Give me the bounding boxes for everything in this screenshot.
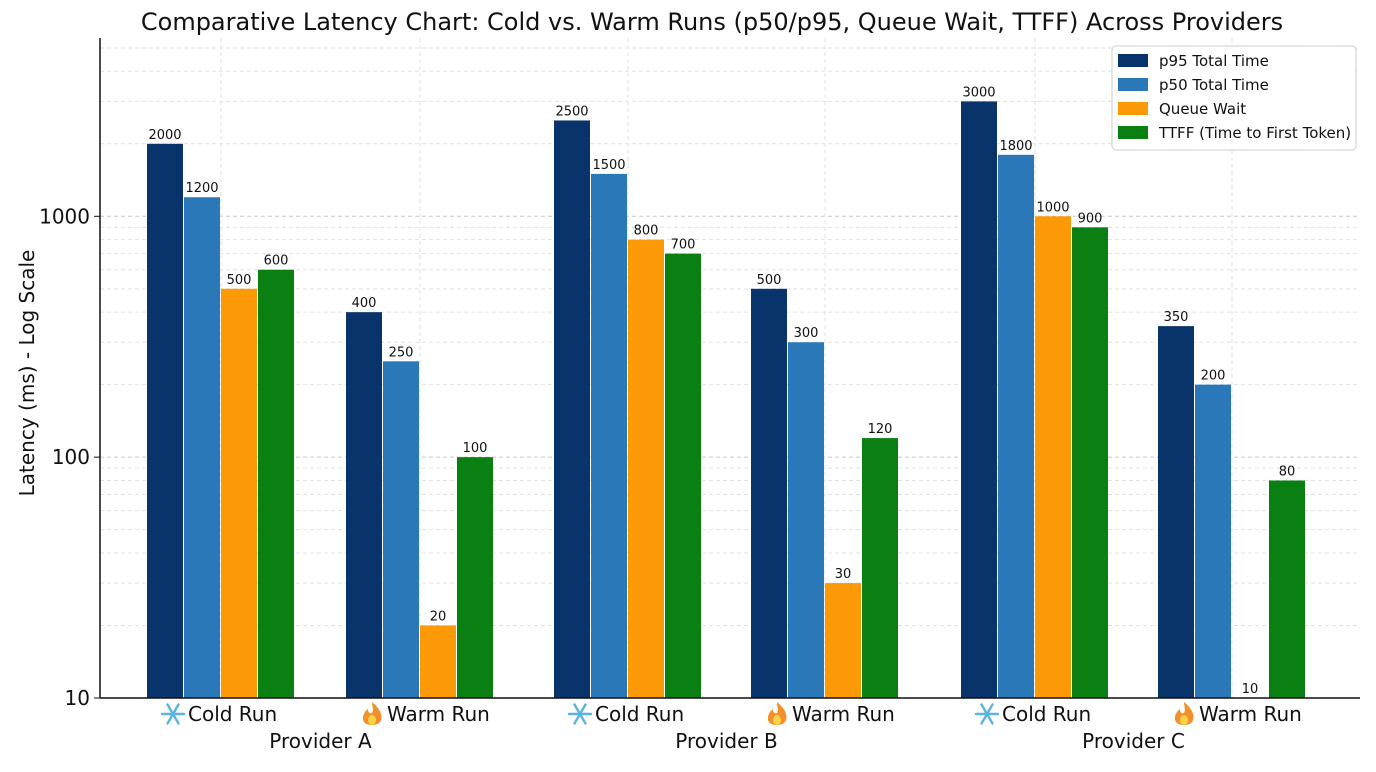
bar: [862, 438, 898, 698]
data-label: 200: [1201, 369, 1226, 384]
data-label: 500: [757, 273, 782, 288]
data-label: 3000: [962, 85, 995, 100]
fire-icon: [767, 702, 787, 725]
x-axis-labels: Cold Run Warm Run Cold Run Warm Run Cold Run…: [160, 702, 1302, 753]
data-label: 800: [634, 224, 659, 239]
legend-swatch: [1118, 102, 1148, 115]
snowflake-icon: [567, 703, 593, 725]
data-label: 10: [1242, 682, 1259, 697]
bar: [184, 197, 220, 698]
data-label: 2000: [148, 128, 181, 143]
category-label: Warm Run: [1199, 702, 1302, 726]
data-label: 120: [868, 422, 893, 437]
data-label: 700: [671, 238, 696, 253]
bar: [1195, 384, 1231, 698]
provider-label: Provider C: [1082, 729, 1185, 753]
bar: [258, 269, 294, 698]
data-label: 1800: [999, 139, 1032, 154]
fire-icon: [1174, 702, 1194, 725]
data-label: 1000: [1036, 200, 1069, 215]
data-label: 300: [794, 326, 819, 341]
legend-label: p50 Total Time: [1159, 76, 1269, 94]
legend: p95 Total Time p50 Total Time Queue Wait TT…: [1111, 45, 1357, 151]
bar: [998, 154, 1034, 699]
bar: [554, 120, 590, 698]
category-label: Cold Run: [188, 702, 277, 726]
bar: [961, 101, 997, 698]
provider-label: Provider B: [675, 729, 777, 753]
x-tick-label: Warm Run: [1174, 702, 1302, 726]
data-label: 30: [835, 567, 852, 582]
data-label: 400: [352, 296, 377, 311]
x-tick-label: Cold Run: [160, 702, 277, 726]
legend-item: p50 Total Time: [1118, 76, 1269, 94]
x-tick-label: Cold Run: [567, 702, 684, 726]
category-label: Cold Run: [1002, 702, 1091, 726]
bar: [788, 342, 824, 698]
category-label: Warm Run: [792, 702, 895, 726]
snowflake-icon: [160, 703, 186, 725]
axes: 10 100 1000: [39, 38, 1360, 710]
legend-swatch: [1118, 54, 1148, 67]
category-label: Cold Run: [595, 702, 684, 726]
y-tick-label: 10: [65, 686, 90, 710]
legend-swatch: [1118, 78, 1148, 91]
y-axis-label: Latency (ms) - Log Scale: [15, 250, 39, 497]
data-label: 100: [463, 441, 488, 456]
bar: [147, 143, 183, 698]
chart-title: Comparative Latency Chart: Cold vs. Warm…: [141, 8, 1283, 36]
legend-label: Queue Wait: [1159, 100, 1246, 118]
snowflake-icon: [974, 703, 1000, 725]
fire-icon: [362, 702, 382, 725]
data-label: 80: [1279, 464, 1296, 479]
bar: [346, 312, 382, 698]
bar: [751, 288, 787, 698]
bar: [221, 288, 257, 698]
bar: [1072, 227, 1108, 699]
data-label: 250: [389, 345, 414, 360]
data-label: 900: [1078, 211, 1103, 226]
bar: [457, 457, 493, 698]
x-tick-label: Cold Run: [974, 702, 1091, 726]
y-tick-label: 1000: [39, 204, 90, 228]
x-tick-label: Warm Run: [767, 702, 895, 726]
y-tick-label: 100: [52, 445, 90, 469]
bar: [1158, 326, 1194, 698]
data-label: 1500: [592, 158, 625, 173]
legend-item: TTFF (Time to First Token): [1118, 124, 1351, 142]
legend-item: p95 Total Time: [1118, 52, 1269, 70]
bar: [1269, 480, 1305, 698]
data-label: 1200: [185, 181, 218, 196]
legend-swatch: [1118, 126, 1148, 139]
bar: [1035, 216, 1071, 698]
bars: 2000 1200 500 600 400 250 20 100 2500 1500 800 700 5…: [147, 85, 1305, 699]
bar: [383, 361, 419, 698]
data-label: 20: [430, 609, 447, 624]
legend-label: p95 Total Time: [1159, 52, 1269, 70]
bar: [591, 173, 627, 698]
legend-label: TTFF (Time to First Token): [1158, 124, 1351, 142]
bar: [628, 239, 664, 698]
x-tick-label: Warm Run: [362, 702, 490, 726]
provider-label: Provider A: [269, 729, 372, 753]
bar: [665, 253, 701, 698]
category-label: Warm Run: [387, 702, 490, 726]
legend-box: [1111, 45, 1357, 151]
data-label: 600: [264, 254, 289, 269]
bar: [420, 625, 456, 698]
legend-item: Queue Wait: [1118, 100, 1246, 118]
data-label: 350: [1164, 310, 1189, 325]
data-label: 2500: [555, 104, 588, 119]
bar: [825, 583, 861, 698]
data-label: 500: [227, 273, 252, 288]
